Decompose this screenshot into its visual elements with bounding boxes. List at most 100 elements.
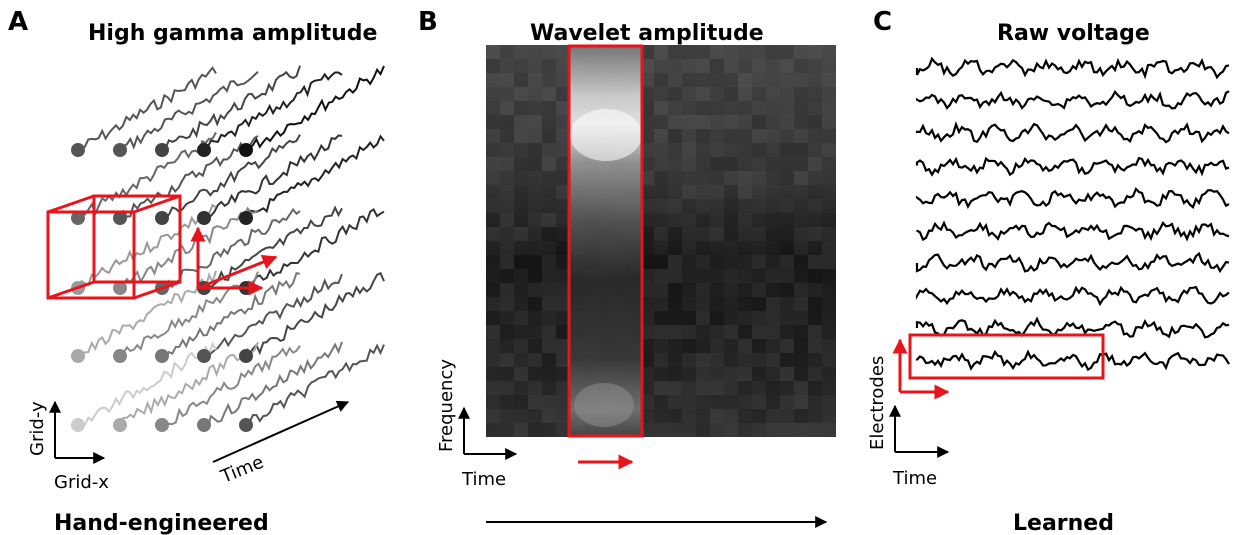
spectrogram-cell (500, 311, 514, 325)
electrode-dot (113, 211, 127, 225)
spectrogram-cell (724, 339, 738, 353)
spectrogram-cell (668, 381, 682, 395)
spectrogram-cell (542, 381, 556, 395)
spectrogram-cell (486, 115, 500, 129)
spectrogram-cell (822, 381, 836, 395)
spectrogram-cell (724, 45, 738, 59)
spectrogram-cell (822, 115, 836, 129)
spectrogram-cell (822, 269, 836, 283)
spectrogram-cell (766, 171, 780, 185)
spectrogram-cell (752, 297, 766, 311)
electrode-trace (119, 70, 259, 151)
spectrogram-cell (724, 157, 738, 171)
panel-c-title: Raw voltage (997, 21, 1150, 46)
spectrogram-cell (752, 423, 766, 437)
spectrogram-cell (808, 199, 822, 213)
learned-label: Learned (1013, 511, 1114, 535)
spectrogram-cell (710, 227, 724, 241)
spectrogram-cell (668, 59, 682, 73)
spectrogram-cell (724, 255, 738, 269)
spectrogram-cell (542, 423, 556, 437)
spectrogram-cell (808, 423, 822, 437)
time-window-box (567, 44, 644, 438)
spectrogram-cell (486, 185, 500, 199)
spectrogram-cell (486, 73, 500, 87)
spectrogram-cell (696, 283, 710, 297)
spectrogram-cell (752, 59, 766, 73)
spectrogram-cell (500, 325, 514, 339)
spectrogram-cell (752, 101, 766, 115)
spectrogram-cell (780, 283, 794, 297)
spectrogram-cell (486, 395, 500, 409)
panel-b: B Wavelet amplitude Time Frequency (418, 7, 836, 490)
spectrogram-cell (822, 59, 836, 73)
spectrogram-cell (808, 157, 822, 171)
panel-a-title: High gamma amplitude (88, 21, 377, 46)
spectrogram-cell (808, 185, 822, 199)
spectrogram-cell (682, 101, 696, 115)
spectrogram-cell (696, 339, 710, 353)
spectrogram-cell (654, 199, 668, 213)
spectrogram-cell (696, 241, 710, 255)
spectrogram-cell (752, 45, 766, 59)
electrode-trace (77, 270, 217, 357)
spectrogram-cell (766, 409, 780, 423)
spectrogram-cell (500, 101, 514, 115)
spectrogram-cell (794, 255, 808, 269)
spectrogram-cell (724, 395, 738, 409)
spectrogram-cell (528, 87, 542, 101)
spectrogram-cell (766, 297, 780, 311)
spectrogram-cell (710, 101, 724, 115)
spectrogram-cell (752, 185, 766, 199)
electrode-trace (203, 273, 343, 357)
spectrogram-cell (528, 255, 542, 269)
spectrogram-cell (794, 227, 808, 241)
spectrogram-cell (738, 115, 752, 129)
electrode-dot (71, 143, 85, 157)
spectrogram-cell (696, 101, 710, 115)
spectrogram-cell (682, 283, 696, 297)
spectrogram-cell (766, 269, 780, 283)
spectrogram-cell (696, 381, 710, 395)
spectrogram-cell (794, 283, 808, 297)
spectrogram-cell (682, 381, 696, 395)
electrode-trace (203, 134, 343, 219)
spectrogram-cell (738, 157, 752, 171)
spectrogram-cell (682, 367, 696, 381)
spectrogram-cell (486, 367, 500, 381)
spectrogram-cell (738, 409, 752, 423)
spectrogram-cell (780, 87, 794, 101)
spectrogram-cell (528, 297, 542, 311)
b-time-label: Time (461, 469, 506, 490)
spectrogram-cell (528, 283, 542, 297)
spectrogram-cell (752, 353, 766, 367)
spectrogram-cell (710, 381, 724, 395)
electrode-trace (245, 134, 385, 219)
spectrogram-cell (654, 87, 668, 101)
spectrogram-cell (808, 171, 822, 185)
spectrogram-cell (542, 325, 556, 339)
spectrogram-cell (738, 87, 752, 101)
spectrogram-cell (542, 213, 556, 227)
grid-x-label: Grid-x (54, 472, 109, 493)
spectrogram-cell (780, 185, 794, 199)
spectrogram-cell (556, 73, 570, 87)
spectrogram-cell (696, 227, 710, 241)
spectrogram-cell (822, 325, 836, 339)
spectrogram-cell (808, 409, 822, 423)
spectrogram-cell (794, 115, 808, 129)
spectrogram-cell (500, 87, 514, 101)
voltage-trace (915, 121, 1230, 144)
electrode-trace-group (77, 65, 385, 431)
spectrogram-cell (514, 59, 528, 73)
spectrogram-cell (724, 73, 738, 87)
spectrogram-cell (542, 115, 556, 129)
spectrogram-cell (794, 185, 808, 199)
spectrogram-cell (668, 87, 682, 101)
spectrogram-cell (822, 255, 836, 269)
spectrogram-cell (654, 297, 668, 311)
spectrogram-cell (500, 241, 514, 255)
spectrogram-cell (780, 157, 794, 171)
spectrogram-cell (500, 269, 514, 283)
spectrogram-cell (528, 409, 542, 423)
